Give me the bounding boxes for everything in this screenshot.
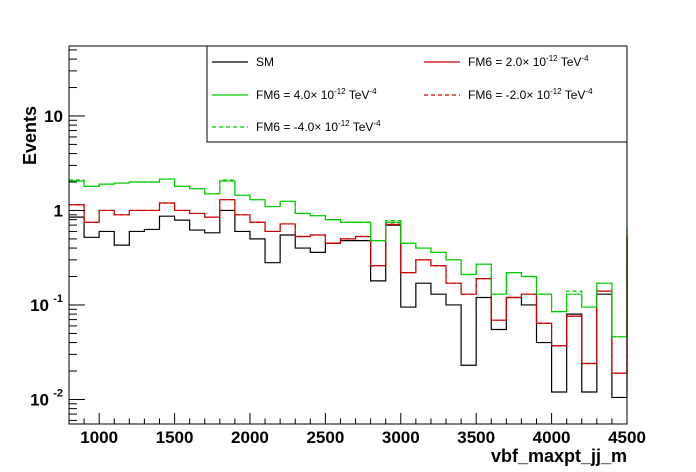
series-layer <box>69 178 628 399</box>
x-tick-label: 4500 <box>608 428 646 447</box>
x-axis-title: vbf_maxpt_jj_m <box>491 446 627 466</box>
y-tick-label: 10 <box>44 107 63 126</box>
x-tick-label: 2500 <box>306 428 344 447</box>
legend-box <box>206 45 628 143</box>
legend-label: FM6 = 2.0× 10-12 TeV-4 <box>468 54 589 69</box>
x-tick-label: 1000 <box>80 428 118 447</box>
legend-label: FM6 = -2.0× 10-12 TeV-4 <box>468 87 593 102</box>
legend-label: FM6 = 4.0× 10-12 TeV-4 <box>256 87 377 102</box>
x-tick-label: 3000 <box>382 428 420 447</box>
legend-label: SM <box>256 55 274 69</box>
series-line-0 <box>69 209 628 399</box>
x-tick-label: 4000 <box>533 428 571 447</box>
x-tick-label: 2000 <box>231 428 269 447</box>
series-line-4 <box>69 178 628 338</box>
x-tick-label: 1500 <box>156 428 194 447</box>
y-tick-exponent: -2 <box>53 387 63 399</box>
legend: SM FM6 = 2.0× 10-12 TeV-4 FM6 = 4.0× 10-12… <box>206 45 628 143</box>
y-tick-label: 1 <box>54 201 63 220</box>
y-tick-label: 10 <box>30 296 49 315</box>
legend-label: FM6 = -4.0× 10-12 TeV-4 <box>256 119 381 134</box>
y-axis-title: Events <box>20 106 40 165</box>
y-tick-exponent: -1 <box>53 293 63 305</box>
axis-layer: 1000 1500 2000 2500 3000 3500 4000 4500 10 -2 10 -1… <box>30 49 646 447</box>
y-tick-label: 10 <box>30 390 49 409</box>
series-line-3 <box>69 199 628 374</box>
x-tick-label: 3500 <box>457 428 495 447</box>
